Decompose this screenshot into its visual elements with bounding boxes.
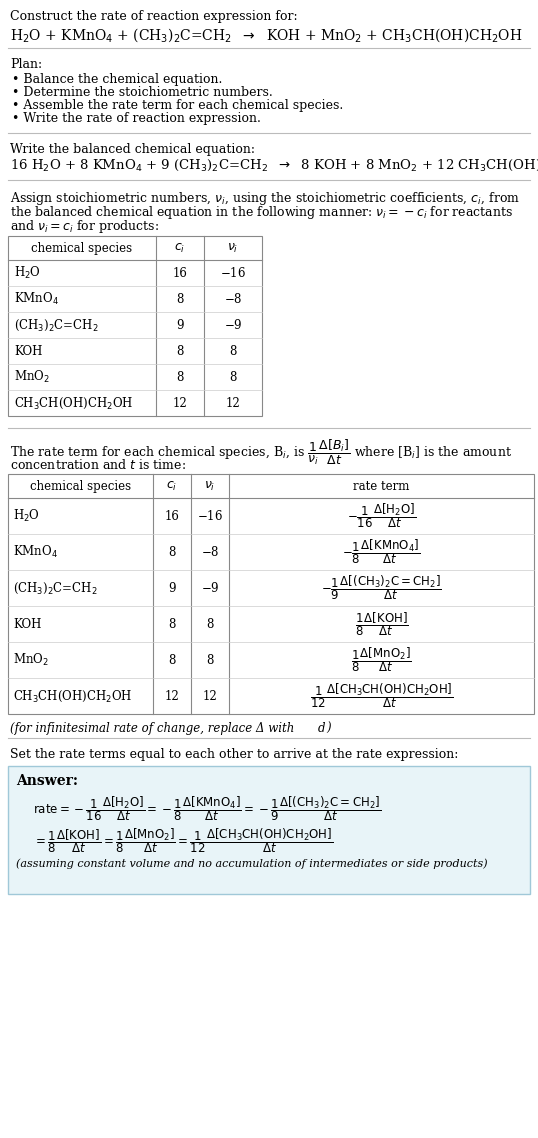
Text: 8: 8 <box>176 292 183 305</box>
Text: rate term: rate term <box>353 479 410 493</box>
Text: • Write the rate of reaction expression.: • Write the rate of reaction expression. <box>12 112 261 125</box>
Text: the balanced chemical equation in the following manner: $\nu_i = -c_i$ for react: the balanced chemical equation in the fo… <box>10 204 513 221</box>
Text: $-$8: $-$8 <box>224 292 242 306</box>
Text: $-$8: $-$8 <box>201 545 220 559</box>
Text: • Assemble the rate term for each chemical species.: • Assemble the rate term for each chemic… <box>12 99 343 112</box>
Text: The rate term for each chemical species, B$_i$, is $\dfrac{1}{\nu_i}\dfrac{\Delt: The rate term for each chemical species,… <box>10 438 512 467</box>
Text: KMnO$_4$: KMnO$_4$ <box>13 544 58 560</box>
Text: chemical species: chemical species <box>31 241 132 255</box>
Text: $-\dfrac{1}{9}\dfrac{\Delta[\mathrm{(CH_3)_2C{=}CH_2}]}{\Delta t}$: $-\dfrac{1}{9}\dfrac{\Delta[\mathrm{(CH_… <box>321 574 442 602</box>
Text: $-$9: $-$9 <box>201 582 220 595</box>
Text: (assuming constant volume and no accumulation of intermediates or side products): (assuming constant volume and no accumul… <box>16 858 487 868</box>
Text: $-\dfrac{1}{16}\dfrac{\Delta[\mathrm{H_2O}]}{\Delta t}$: $-\dfrac{1}{16}\dfrac{\Delta[\mathrm{H_2… <box>347 502 416 530</box>
Text: Plan:: Plan: <box>10 58 42 71</box>
Bar <box>8 236 262 417</box>
Text: (CH$_3$)$_2$C=CH$_2$: (CH$_3$)$_2$C=CH$_2$ <box>14 318 98 332</box>
Text: $\dfrac{1}{12}\dfrac{\Delta[\mathrm{CH_3CH(OH)CH_2OH}]}{\Delta t}$: $\dfrac{1}{12}\dfrac{\Delta[\mathrm{CH_3… <box>310 682 453 710</box>
Text: H$_2$O + KMnO$_4$ + (CH$_3$)$_2$C=CH$_2$  $\rightarrow$  KOH + MnO$_2$ + CH$_3$C: H$_2$O + KMnO$_4$ + (CH$_3$)$_2$C=CH$_2$… <box>10 26 522 43</box>
Text: $= \dfrac{1}{8}\dfrac{\Delta[\mathrm{KOH}]}{\Delta t} = \dfrac{1}{8}\dfrac{\Delt: $= \dfrac{1}{8}\dfrac{\Delta[\mathrm{KOH… <box>33 826 334 855</box>
Text: 16: 16 <box>165 510 180 522</box>
Text: 9: 9 <box>168 582 176 594</box>
Text: Write the balanced chemical equation:: Write the balanced chemical equation: <box>10 143 255 156</box>
Text: 8: 8 <box>168 653 176 667</box>
Text: 8: 8 <box>168 618 176 630</box>
Text: • Determine the stoichiometric numbers.: • Determine the stoichiometric numbers. <box>12 86 273 99</box>
Text: $c_i$: $c_i$ <box>166 479 178 493</box>
Text: 8: 8 <box>176 371 183 384</box>
Text: 9: 9 <box>176 319 184 331</box>
Text: 12: 12 <box>173 396 187 410</box>
Text: and $\nu_i = c_i$ for products:: and $\nu_i = c_i$ for products: <box>10 218 159 236</box>
Text: Set the rate terms equal to each other to arrive at the rate expression:: Set the rate terms equal to each other t… <box>10 748 458 761</box>
Text: 8: 8 <box>176 345 183 357</box>
Text: CH$_3$CH(OH)CH$_2$OH: CH$_3$CH(OH)CH$_2$OH <box>14 395 133 411</box>
Bar <box>8 475 534 714</box>
Text: $-$9: $-$9 <box>224 318 242 332</box>
Text: 8: 8 <box>168 545 176 559</box>
Text: H$_2$O: H$_2$O <box>14 265 41 281</box>
Text: d: d <box>318 721 325 735</box>
Text: MnO$_2$: MnO$_2$ <box>13 652 49 668</box>
Text: 12: 12 <box>203 690 217 702</box>
Text: $-$16: $-$16 <box>197 509 223 523</box>
Text: 16: 16 <box>173 266 187 280</box>
Text: H$_2$O: H$_2$O <box>13 508 40 525</box>
Text: Answer:: Answer: <box>16 774 78 787</box>
Text: 8: 8 <box>206 653 214 667</box>
Text: CH$_3$CH(OH)CH$_2$OH: CH$_3$CH(OH)CH$_2$OH <box>13 688 132 703</box>
Text: $\dfrac{1}{8}\dfrac{\Delta[\mathrm{MnO_2}]}{\Delta t}$: $\dfrac{1}{8}\dfrac{\Delta[\mathrm{MnO_2… <box>351 645 412 675</box>
Text: 8: 8 <box>229 371 237 384</box>
Text: (CH$_3$)$_2$C=CH$_2$: (CH$_3$)$_2$C=CH$_2$ <box>13 580 97 595</box>
Text: $-\dfrac{1}{8}\dfrac{\Delta[\mathrm{KMnO_4}]}{\Delta t}$: $-\dfrac{1}{8}\dfrac{\Delta[\mathrm{KMnO… <box>342 537 421 567</box>
Text: Construct the rate of reaction expression for:: Construct the rate of reaction expressio… <box>10 10 298 23</box>
Text: $\nu_i$: $\nu_i$ <box>204 479 216 493</box>
Text: MnO$_2$: MnO$_2$ <box>14 369 50 385</box>
Text: 12: 12 <box>165 690 179 702</box>
Text: Assign stoichiometric numbers, $\nu_i$, using the stoichiometric coefficients, $: Assign stoichiometric numbers, $\nu_i$, … <box>10 190 520 207</box>
Text: $\dfrac{1}{8}\dfrac{\Delta[\mathrm{KOH}]}{\Delta t}$: $\dfrac{1}{8}\dfrac{\Delta[\mathrm{KOH}]… <box>355 610 408 637</box>
Text: (for infinitesimal rate of change, replace Δ with: (for infinitesimal rate of change, repla… <box>10 721 298 735</box>
Text: 8: 8 <box>206 618 214 630</box>
Text: $c_i$: $c_i$ <box>174 241 186 255</box>
Text: ): ) <box>326 721 331 735</box>
Text: 8: 8 <box>229 345 237 357</box>
Text: $-$16: $-$16 <box>220 266 246 280</box>
Text: KOH: KOH <box>13 618 41 630</box>
Text: KOH: KOH <box>14 345 43 357</box>
Text: KMnO$_4$: KMnO$_4$ <box>14 291 59 307</box>
Text: $\nu_i$: $\nu_i$ <box>228 241 239 255</box>
Text: 16 H$_2$O + 8 KMnO$_4$ + 9 (CH$_3$)$_2$C=CH$_2$  $\rightarrow$  8 KOH + 8 MnO$_2: 16 H$_2$O + 8 KMnO$_4$ + 9 (CH$_3$)$_2$C… <box>10 158 538 173</box>
Text: 12: 12 <box>225 396 240 410</box>
Text: $\mathrm{rate} = -\dfrac{1}{16}\dfrac{\Delta[\mathrm{H_2O}]}{\Delta t} = -\dfrac: $\mathrm{rate} = -\dfrac{1}{16}\dfrac{\D… <box>33 794 381 823</box>
Text: • Balance the chemical equation.: • Balance the chemical equation. <box>12 73 222 86</box>
Text: concentration and $t$ is time:: concentration and $t$ is time: <box>10 457 186 472</box>
FancyBboxPatch shape <box>8 766 530 894</box>
Text: chemical species: chemical species <box>30 479 131 493</box>
